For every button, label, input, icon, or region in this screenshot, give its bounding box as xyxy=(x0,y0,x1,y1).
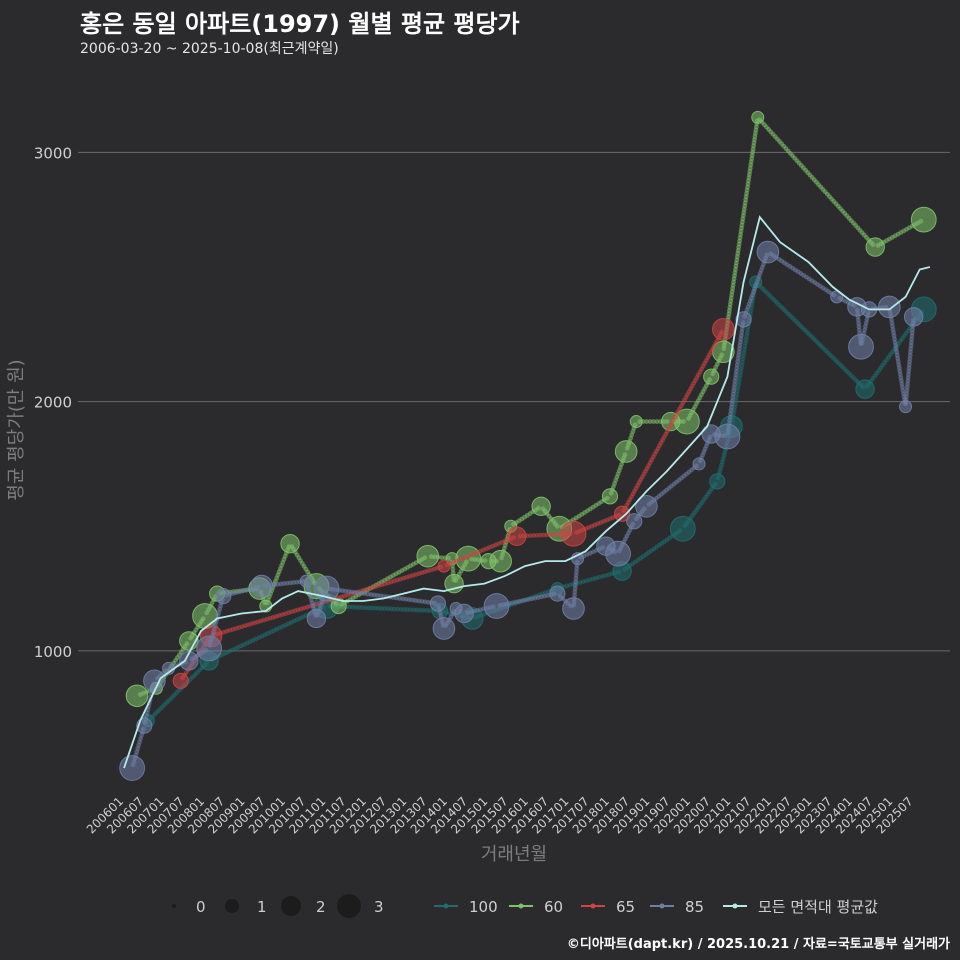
legend-key-dot xyxy=(659,903,665,909)
series-모든 면적대 평균값 xyxy=(123,215,931,769)
size-legend-label: 3 xyxy=(374,898,384,916)
data-point xyxy=(429,595,446,612)
connector-dot xyxy=(654,419,660,424)
average-line xyxy=(123,215,931,769)
legend-key-dot xyxy=(518,903,524,909)
size-legend-label: 1 xyxy=(257,898,267,916)
data-point xyxy=(878,295,901,319)
data-point xyxy=(714,423,741,450)
y-axis-label: 평균 평당가(만 원) xyxy=(6,359,27,500)
y-tick-label: 1000 xyxy=(34,643,72,661)
grid-lines xyxy=(78,151,950,652)
series-85 xyxy=(119,240,924,781)
data-point xyxy=(483,593,510,619)
series-layer xyxy=(119,110,937,781)
size-legend-label: 2 xyxy=(316,898,326,916)
connector-dot xyxy=(644,419,650,424)
size-legend-circle xyxy=(337,894,361,918)
data-point xyxy=(454,603,474,624)
data-point xyxy=(196,635,222,662)
data-point xyxy=(703,368,720,385)
chart-title: 홍은 동일 아파트(1997) 월별 평균 평당가 xyxy=(80,10,520,38)
legend-label: 85 xyxy=(685,898,704,916)
data-point xyxy=(605,540,631,567)
data-point xyxy=(751,110,765,124)
data-point xyxy=(692,457,706,471)
chart-subtitle: 2006-03-20 ~ 2025-10-08(최근계약일) xyxy=(80,41,339,57)
data-point xyxy=(549,585,566,602)
data-point xyxy=(562,597,585,620)
data-point xyxy=(899,400,913,414)
data-point xyxy=(416,544,440,568)
data-point xyxy=(910,206,937,233)
data-point xyxy=(635,495,658,518)
data-point xyxy=(437,559,451,573)
y-axis-ticks: 1000 2000 3000 xyxy=(34,144,72,661)
data-point xyxy=(855,379,875,399)
y-tick-label: 2000 xyxy=(34,394,72,412)
data-point xyxy=(848,333,874,360)
data-point xyxy=(735,311,752,328)
data-point xyxy=(119,755,146,781)
data-point xyxy=(865,237,885,257)
data-point xyxy=(306,608,327,629)
connector-dot xyxy=(439,555,445,560)
data-point xyxy=(125,684,149,708)
legend-key-dot xyxy=(732,903,738,909)
series-100 xyxy=(141,275,937,728)
legend-label: 65 xyxy=(616,898,635,916)
data-point xyxy=(531,496,551,517)
data-point xyxy=(903,307,924,327)
data-point xyxy=(626,513,643,530)
data-point xyxy=(280,534,300,554)
data-point xyxy=(614,505,631,522)
size-legend-circle xyxy=(281,896,301,916)
connector-dot xyxy=(450,566,456,572)
connector-dot xyxy=(651,419,656,424)
legend: 0 1 2 3 100 60 65 85 모든 면적대 평균값 xyxy=(172,894,878,918)
connector-dot xyxy=(647,419,653,424)
data-point xyxy=(756,240,780,264)
size-legend-circle xyxy=(172,904,176,908)
series-60 xyxy=(125,110,937,708)
data-point xyxy=(560,520,587,547)
data-point xyxy=(250,574,274,598)
data-point xyxy=(143,669,166,693)
x-axis-ticks: 2006012006072007012007072008012008072009… xyxy=(84,794,916,836)
data-point xyxy=(629,415,643,429)
data-point xyxy=(432,617,456,640)
x-axis-label: 거래년월 xyxy=(481,844,547,865)
data-point xyxy=(489,549,512,573)
legend-label: 모든 면적대 평균값 xyxy=(758,898,878,916)
data-point xyxy=(299,574,313,588)
data-point xyxy=(712,318,735,341)
source-footer: ©디아파트(dapt.kr) / 2025.10.21 / 자료=국토교통부 실… xyxy=(566,937,950,952)
data-point xyxy=(507,526,527,546)
y-tick-label: 3000 xyxy=(34,144,72,162)
legend-label: 60 xyxy=(544,898,563,916)
data-point xyxy=(709,473,726,490)
legend-key-dot xyxy=(443,903,449,909)
data-point xyxy=(601,488,619,505)
data-point xyxy=(172,672,189,689)
data-point xyxy=(669,515,696,542)
legend-label: 100 xyxy=(469,898,498,916)
legend-key-dot xyxy=(590,903,596,909)
size-legend-label: 0 xyxy=(196,898,206,916)
size-legend-circle xyxy=(225,899,239,913)
data-point xyxy=(614,440,638,463)
data-point xyxy=(215,587,232,605)
